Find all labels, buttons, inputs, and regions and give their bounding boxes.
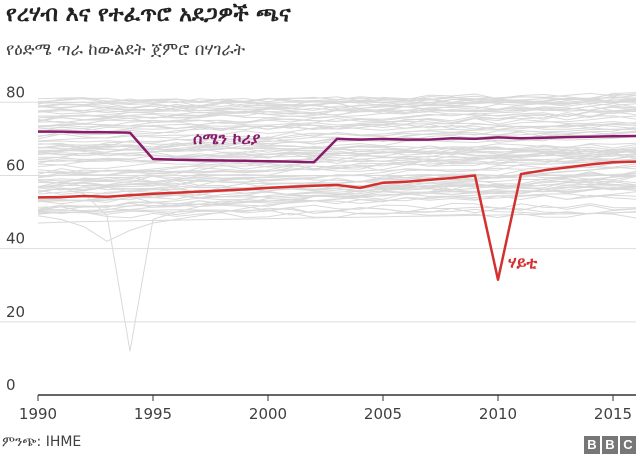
- background-country-line: [37, 181, 637, 195]
- background-country-line: [37, 151, 637, 159]
- chart-title: የረሃብ እና የተፈጥሮ አደጋዎች ጫና: [6, 2, 291, 27]
- background-country-line: [37, 96, 637, 104]
- x-tick-label: 1990: [19, 405, 57, 423]
- background-series-line: [37, 175, 637, 242]
- background-country-line: [37, 160, 637, 184]
- x-tick-label: 2005: [364, 405, 402, 423]
- y-tick-label: 80: [6, 83, 25, 101]
- background-country-line: [37, 155, 637, 175]
- y-tick-label: 20: [6, 303, 25, 321]
- background-country-line: [37, 123, 637, 133]
- background-country-line: [37, 143, 637, 153]
- background-country-line: [37, 185, 637, 212]
- haiti-line: [37, 160, 637, 281]
- background-country-line: [37, 172, 637, 184]
- background-country-line: [37, 98, 637, 114]
- background-series-line: [37, 165, 637, 352]
- x-tick-label: 2000: [249, 405, 287, 423]
- x-tick-label: 2010: [479, 405, 517, 423]
- y-tick-label: 0: [6, 376, 16, 394]
- background-country-line: [37, 202, 637, 212]
- background-country-line: [37, 191, 637, 214]
- north-korea-line: [38, 130, 637, 164]
- background-country-line: [37, 194, 637, 203]
- background-country-line: [37, 135, 637, 148]
- background-country-line: [37, 110, 637, 128]
- background-country-line: [37, 206, 637, 215]
- background-country-line: [37, 156, 637, 164]
- background-country-line: [37, 92, 637, 105]
- background-country-line: [37, 158, 637, 179]
- background-country-line: [37, 130, 637, 140]
- background-country-line: [37, 124, 637, 132]
- background-country-line: [38, 107, 637, 119]
- y-tick-label: 40: [6, 230, 25, 248]
- background-country-line: [37, 131, 637, 156]
- bbc-logo-letter: B: [602, 436, 618, 454]
- background-country-line: [38, 144, 637, 153]
- bbc-logo: B B C: [584, 436, 636, 454]
- x-tick-label: 2015: [594, 405, 632, 423]
- background-country-line: [37, 147, 637, 158]
- background-country-line: [37, 106, 637, 125]
- source-note: ምንጭ: IHME: [2, 434, 82, 450]
- y-tick-label: 60: [6, 156, 25, 174]
- haiti-label: ሃይቲ: [508, 253, 537, 272]
- background-country-line: [37, 154, 637, 165]
- background-country-line: [37, 159, 637, 178]
- background-country-line: [37, 98, 637, 107]
- background-country-line: [37, 175, 637, 205]
- chart-subtitle: የዕድሜ ጣራ ከውልደት ጀምሮ በሃገራት: [6, 40, 246, 60]
- bbc-logo-letter: B: [584, 436, 600, 454]
- background-series-line: [37, 211, 637, 224]
- x-tick-label: 1995: [134, 405, 172, 423]
- north-korea-label: ሰሜን ኮሪያ: [193, 129, 261, 148]
- bbc-logo-letter: C: [620, 436, 636, 454]
